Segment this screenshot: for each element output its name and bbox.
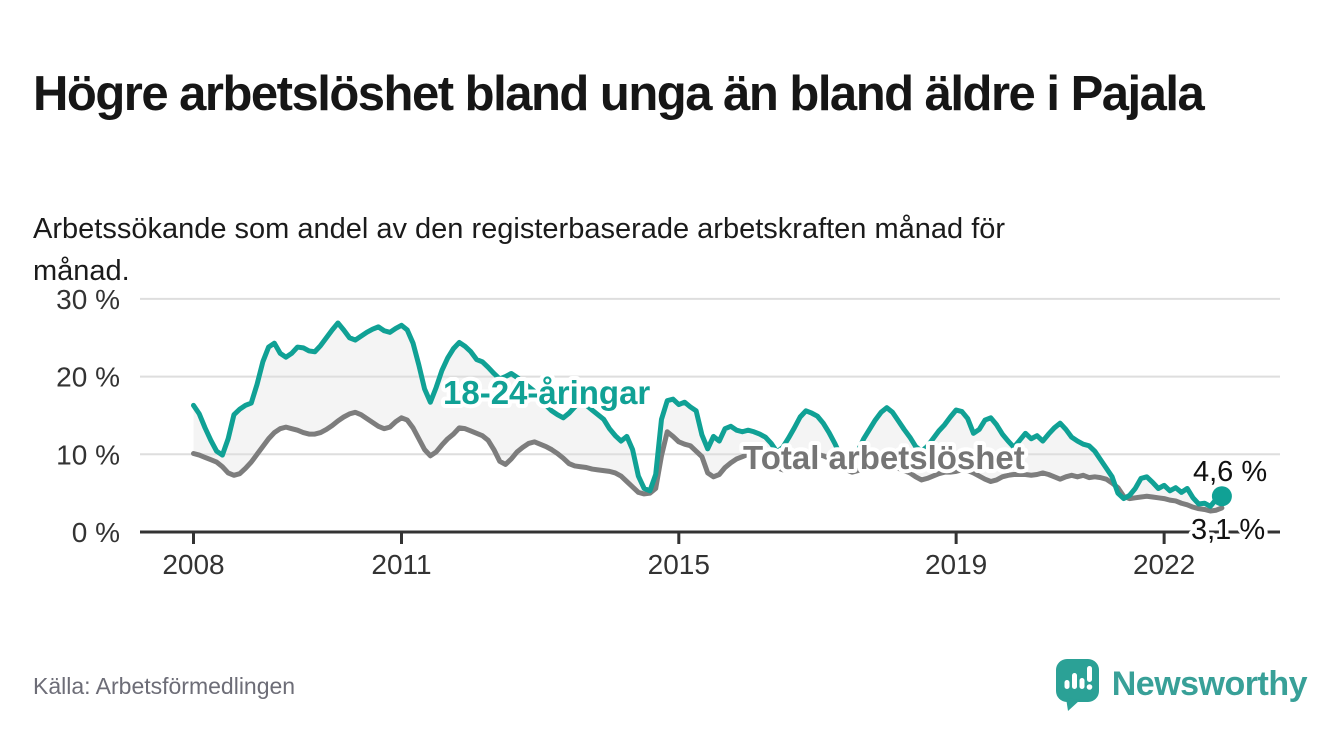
line-total bbox=[191, 409, 1225, 514]
end-value-youth: 4,6 % bbox=[1193, 456, 1267, 488]
y-tick-label: 30 % bbox=[56, 284, 120, 315]
end-dot-youth bbox=[1211, 486, 1232, 507]
gridlines: 0 % 10 % 20 % 30 % bbox=[56, 284, 1280, 548]
end-value-total: 3,1 % bbox=[1191, 514, 1265, 546]
end-value-labels: 4,6 % 3,1 % bbox=[1188, 453, 1271, 550]
y-tick-label: 20 % bbox=[56, 362, 120, 393]
x-tick-label: 2022 bbox=[1133, 549, 1195, 580]
page-title: Högre arbetslöshet bland unga än bland ä… bbox=[33, 66, 1205, 121]
series-label-total: Total arbetslöshet bbox=[743, 439, 1025, 476]
y-tick-label: 10 % bbox=[56, 439, 120, 470]
x-axis: 2008 2011 2015 2019 2022 bbox=[140, 530, 1280, 580]
source-note: Källa: Arbetsförmedlingen bbox=[33, 673, 296, 699]
x-tick-label: 2008 bbox=[162, 549, 224, 580]
y-tick-label: 0 % bbox=[72, 517, 120, 548]
series-labels: 18-24-åringar Total arbetslöshet bbox=[439, 370, 1029, 480]
newsworthy-bubble-chart-icon bbox=[1055, 659, 1099, 711]
x-tick-label: 2019 bbox=[925, 549, 987, 580]
x-tick-label: 2011 bbox=[371, 549, 431, 580]
newsworthy-wordmark: Newsworthy bbox=[1111, 664, 1308, 703]
area-between-lines bbox=[193, 322, 1222, 512]
area-fill bbox=[193, 322, 1222, 512]
newsworthy-logo: Newsworthy bbox=[1054, 656, 1308, 712]
x-tick-label: 2015 bbox=[648, 549, 710, 580]
end-markers bbox=[1211, 486, 1232, 507]
page-subtitle: Arbetssökande som andel av den registerb… bbox=[33, 213, 1006, 288]
series-label-youth: 18-24-åringar bbox=[443, 374, 650, 411]
line-youth bbox=[191, 320, 1225, 509]
series-lines bbox=[191, 320, 1225, 514]
